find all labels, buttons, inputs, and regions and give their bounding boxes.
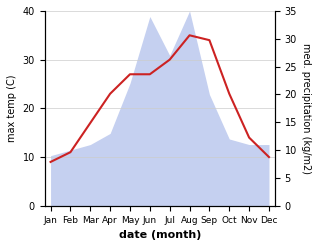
X-axis label: date (month): date (month): [119, 230, 201, 240]
Y-axis label: med. precipitation (kg/m2): med. precipitation (kg/m2): [301, 43, 311, 174]
Y-axis label: max temp (C): max temp (C): [7, 75, 17, 142]
